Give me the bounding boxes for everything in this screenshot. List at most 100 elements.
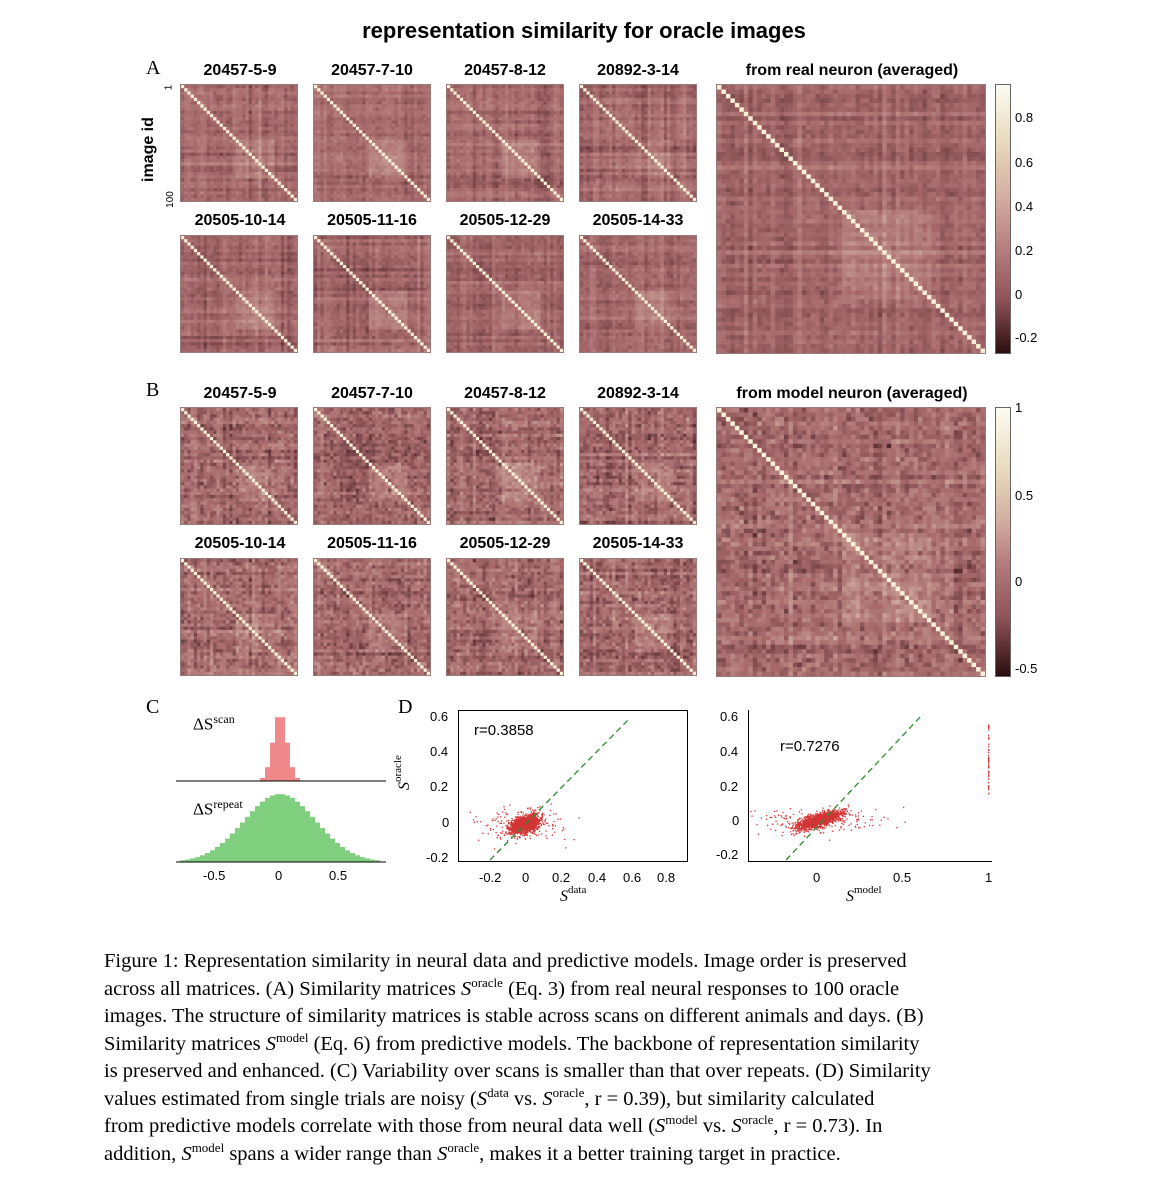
matrix-title: 20892-3-14	[558, 385, 718, 403]
similarity-matrix	[313, 558, 431, 676]
matrix-title: 20457-7-10	[292, 62, 452, 80]
histogram-bar	[240, 822, 245, 862]
histogram-bar	[260, 801, 265, 862]
histogram-bar	[235, 828, 240, 862]
panel-c-label: C	[146, 696, 159, 719]
x-tick: 0	[275, 868, 282, 883]
colorbar-tick: 0.5	[1015, 488, 1033, 503]
similarity-matrix	[579, 84, 697, 202]
histograms-c	[176, 717, 386, 863]
similarity-matrix	[579, 235, 697, 353]
histogram-bar	[285, 742, 290, 781]
histogram-bar	[300, 806, 305, 862]
histogram-bar	[200, 855, 205, 862]
x-tick: 0.8	[657, 870, 675, 885]
figure-caption: Figure 1: Representation similarity in n…	[104, 948, 1084, 1168]
y-tick: 0.2	[430, 779, 448, 794]
image-id-axis-label: image id	[140, 117, 160, 190]
histogram-bar	[230, 833, 235, 862]
histogram-bar	[360, 857, 365, 862]
histogram-bar	[265, 797, 270, 862]
histogram-bar	[285, 795, 290, 862]
matrix-title: 20505-12-29	[425, 212, 585, 230]
matrix-title: 20505-12-29	[425, 535, 585, 553]
y-axis-label: Soracle	[392, 755, 414, 790]
similarity-matrix	[180, 558, 298, 676]
histogram-bar	[315, 822, 320, 862]
histogram-bar	[340, 846, 345, 862]
y-tick: 0.6	[720, 709, 738, 724]
histogram-bar	[255, 806, 260, 862]
similarity-matrix	[180, 407, 298, 525]
histogram-bar	[330, 838, 335, 862]
colorbar-tick: 0.6	[1015, 155, 1033, 170]
histogram-bar	[180, 860, 185, 862]
histogram-bar	[320, 828, 325, 862]
histogram-bar	[210, 850, 215, 862]
x-tick: 0.4	[588, 870, 606, 885]
histogram-bar	[220, 843, 225, 862]
histogram-bar	[370, 859, 375, 862]
histogram-scan	[260, 717, 300, 781]
similarity-matrix	[446, 407, 564, 525]
matrix-title: 20457-5-9	[160, 385, 320, 403]
panel-b-label: B	[146, 379, 159, 402]
colorbar-tick: -0.5	[1015, 661, 1037, 676]
histogram-bar	[190, 858, 195, 862]
figure-title: representation similarity for oracle ima…	[0, 18, 1168, 44]
histogram-bar	[365, 858, 370, 862]
delta-s-repeat-label: ΔSrepeat	[193, 797, 243, 820]
histogram-bar	[275, 717, 280, 781]
panel-d-label: D	[398, 696, 412, 719]
histogram-bar	[280, 717, 285, 781]
colorbar-a	[995, 84, 1011, 354]
histogram-bar	[335, 843, 340, 862]
matrix-title: 20505-10-14	[160, 535, 320, 553]
x-axis-label-right: Smodel	[846, 884, 882, 906]
identity-line	[785, 713, 924, 861]
scatter-left	[458, 710, 688, 862]
y-tick: 0.2	[720, 779, 738, 794]
panel-a-label: A	[146, 57, 160, 80]
colorbar-tick: 1	[1015, 400, 1022, 415]
matrix-title: 20505-11-16	[292, 535, 452, 553]
x-tick: -0.5	[203, 868, 225, 883]
similarity-matrix	[313, 407, 431, 525]
matrix-title: 20457-7-10	[292, 385, 452, 403]
colorbar-tick: 0.4	[1015, 199, 1033, 214]
histogram-bar	[305, 811, 310, 862]
colorbar-tick: 0.2	[1015, 243, 1033, 258]
histogram-bar	[295, 778, 300, 781]
histogram-bar	[260, 778, 265, 781]
histogram-bar	[350, 853, 355, 862]
y-tick: -0.2	[716, 847, 738, 862]
similarity-matrix	[180, 84, 298, 202]
histogram-bar	[375, 860, 380, 862]
correlation-text: r=0.3858	[474, 722, 534, 739]
y-tick: 0	[732, 813, 739, 828]
correlation-text: r=0.7276	[780, 738, 840, 755]
x-tick: 0	[522, 870, 529, 885]
histogram-bar	[345, 850, 350, 862]
delta-s-scan-label: ΔSscan	[193, 712, 235, 735]
similarity-matrix	[579, 558, 697, 676]
x-tick: 0.2	[552, 870, 570, 885]
histogram-bar	[245, 816, 250, 862]
similarity-matrix	[446, 84, 564, 202]
y-tick: 0	[442, 815, 449, 830]
histogram-bar	[280, 794, 285, 862]
histogram-bar	[205, 853, 210, 862]
matrix-title: 20457-8-12	[425, 385, 585, 403]
matrix-title: 20457-8-12	[425, 62, 585, 80]
similarity-matrix	[180, 235, 298, 353]
histogram-bar	[215, 846, 220, 862]
x-axis-label-left: Sdata	[560, 884, 586, 906]
x-tick: 0	[813, 870, 820, 885]
x-tick: -0.2	[479, 870, 501, 885]
colorbar-tick: -0.2	[1015, 330, 1037, 345]
y-tick: 0.6	[430, 709, 448, 724]
histogram-bar	[195, 857, 200, 862]
similarity-matrix	[313, 84, 431, 202]
identity-line	[489, 717, 631, 861]
scatter-right	[748, 710, 992, 862]
